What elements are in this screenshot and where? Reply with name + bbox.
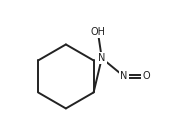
Text: N: N (98, 53, 105, 63)
Text: O: O (142, 71, 150, 81)
Text: OH: OH (90, 27, 105, 37)
Text: N: N (120, 71, 128, 81)
